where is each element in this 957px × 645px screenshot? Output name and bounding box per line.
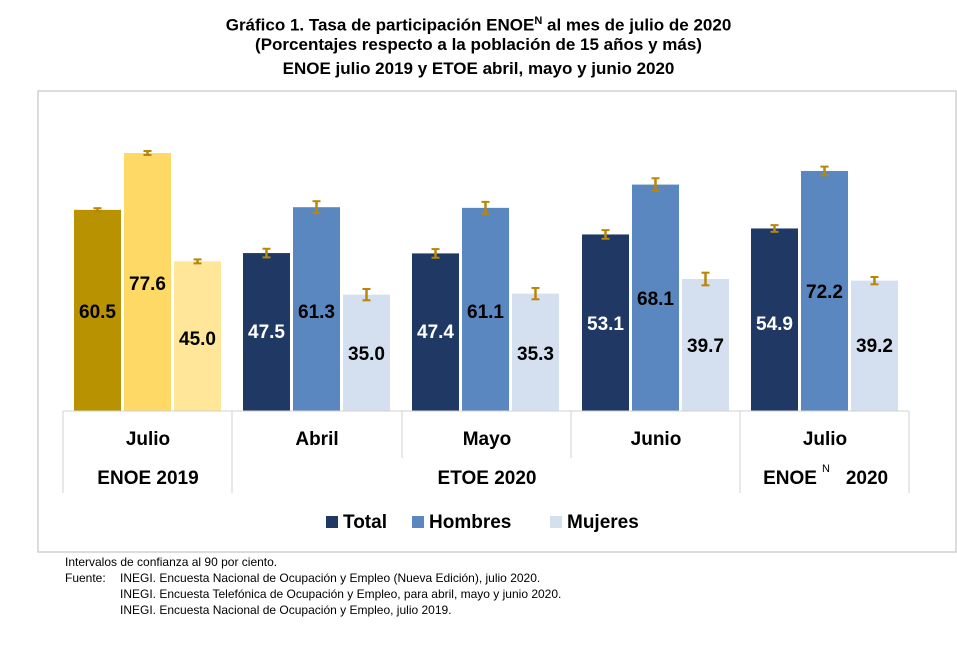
category-label-5: Julio xyxy=(803,429,847,450)
legend-swatch-hombres xyxy=(412,516,424,528)
bar-mujeres-4 xyxy=(682,279,729,411)
chart-subtitle-2: ENOE julio 2019 y ETOE abril, mayo y jun… xyxy=(282,59,675,78)
data-label-hombres-2: 61.3 xyxy=(298,302,335,323)
category-label-2: Abril xyxy=(295,429,338,450)
data-label-hombres-5: 72.2 xyxy=(806,282,843,303)
data-label-hombres-1: 77.6 xyxy=(129,274,166,295)
bar-total-5 xyxy=(751,228,798,411)
bar-hombres-2 xyxy=(293,207,340,411)
legend-swatch-mujeres xyxy=(550,516,562,528)
data-label-mujeres-5: 39.2 xyxy=(856,336,893,357)
data-label-mujeres-1: 45.0 xyxy=(179,329,216,350)
bar-total-1 xyxy=(74,209,121,411)
chart-title: Gráfico 1. Tasa de participación ENOEN a… xyxy=(225,15,732,35)
category-label-1: Julio xyxy=(126,429,170,450)
data-label-mujeres-3: 35.3 xyxy=(517,344,554,365)
group-label-1: ENOE 2019 xyxy=(97,468,198,489)
data-label-total-2: 47.5 xyxy=(248,322,285,343)
bar-mujeres-5 xyxy=(851,280,898,411)
data-label-total-4: 53.1 xyxy=(587,314,624,335)
data-label-total-5: 54.9 xyxy=(756,314,793,335)
data-label-total-1: 60.5 xyxy=(79,302,116,323)
data-label-hombres-3: 61.1 xyxy=(467,302,504,323)
legend-label-total: Total xyxy=(343,512,387,533)
legend-label-hombres: Hombres xyxy=(429,512,511,533)
bar-hombres-3 xyxy=(462,207,509,411)
category-label-3: Mayo xyxy=(463,429,512,450)
chart-frame xyxy=(37,90,957,553)
footnote-source-label: Fuente: xyxy=(65,571,106,585)
bar-mujeres-1 xyxy=(174,261,221,411)
chart-subtitle: (Porcentajes respecto a la población de … xyxy=(255,35,702,54)
group-label-2: ETOE 2020 xyxy=(438,468,537,489)
footnote-source-2: INEGI. Encuesta Telefónica de Ocupación … xyxy=(120,587,562,601)
footnote-source-1: INEGI. Encuesta Nacional de Ocupación y … xyxy=(120,571,541,585)
legend-swatch-total xyxy=(326,516,338,528)
group-label-3-superscript: N xyxy=(822,463,830,475)
data-label-mujeres-4: 39.7 xyxy=(687,336,724,357)
bar-total-2 xyxy=(243,253,290,411)
bar-hombres-5 xyxy=(801,170,848,411)
bar-hombres-4 xyxy=(632,184,679,411)
bar-hombres-1 xyxy=(124,153,171,411)
data-label-total-3: 47.4 xyxy=(417,322,454,343)
group-label-3-year: 2020 xyxy=(846,468,888,489)
footnote-source-3: INEGI. Encuesta Nacional de Ocupación y … xyxy=(120,603,452,617)
footnote-confidence: Intervalos de confianza al 90 por ciento… xyxy=(65,555,278,569)
category-label-4: Junio xyxy=(631,429,682,450)
bar-total-4 xyxy=(582,234,629,411)
bar-total-3 xyxy=(412,253,459,411)
legend-label-mujeres: Mujeres xyxy=(567,512,639,533)
bar-mujeres-2 xyxy=(343,294,390,411)
data-label-hombres-4: 68.1 xyxy=(637,289,674,310)
bar-mujeres-3 xyxy=(512,293,559,411)
data-label-mujeres-2: 35.0 xyxy=(348,344,385,365)
group-label-3: ENOE xyxy=(763,468,817,489)
